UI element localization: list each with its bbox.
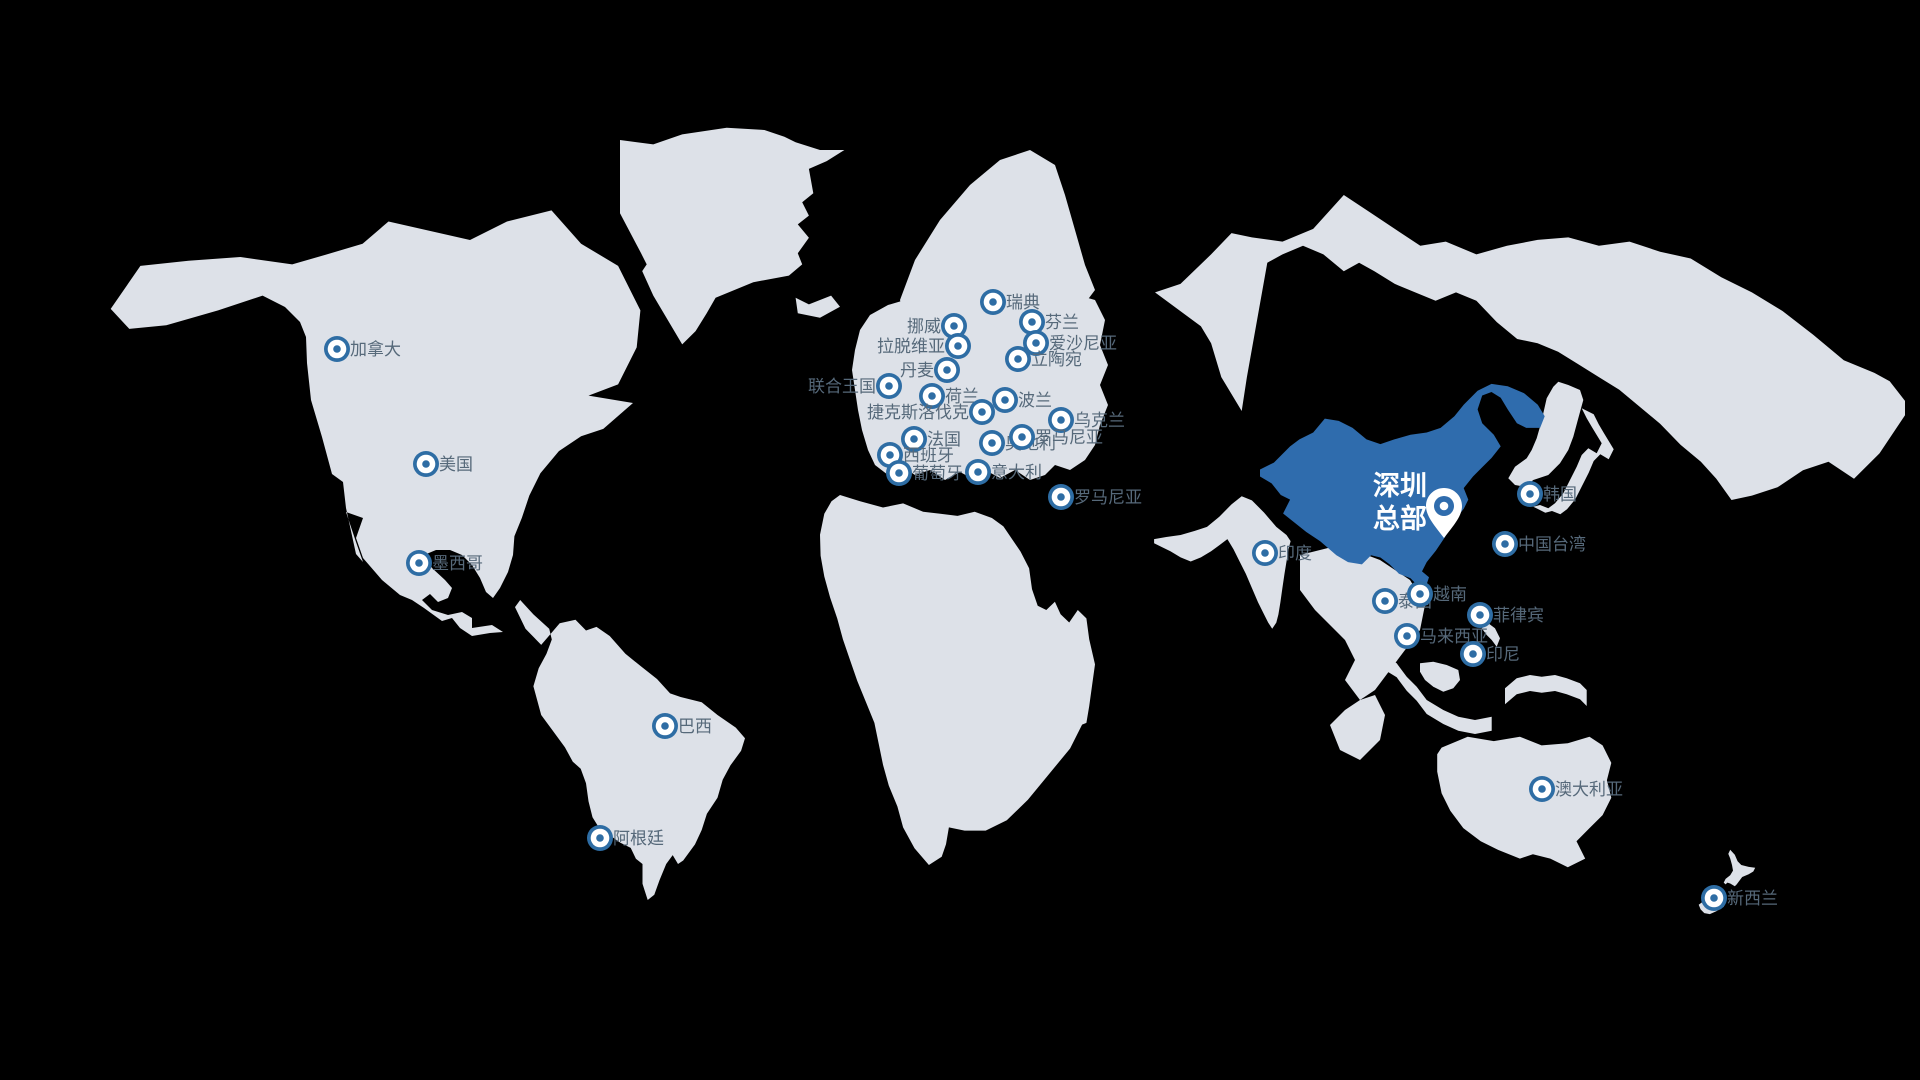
svg-text:巴西: 巴西 xyxy=(678,717,712,736)
svg-text:捷克斯洛伐克: 捷克斯洛伐克 xyxy=(867,403,969,422)
svg-text:印度: 印度 xyxy=(1278,544,1312,563)
svg-text:印尼: 印尼 xyxy=(1486,645,1520,664)
svg-text:意大利: 意大利 xyxy=(991,463,1042,482)
svg-text:韩国: 韩国 xyxy=(1543,485,1577,504)
svg-text:中国台湾: 中国台湾 xyxy=(1518,535,1586,554)
svg-text:罗马尼亚: 罗马尼亚 xyxy=(1074,488,1142,507)
svg-text:波兰: 波兰 xyxy=(1018,391,1052,410)
svg-text:挪威: 挪威 xyxy=(907,317,941,336)
svg-text:罗马尼亚: 罗马尼亚 xyxy=(1035,428,1103,447)
svg-text:联合王国: 联合王国 xyxy=(808,377,876,396)
svg-text:葡萄牙: 葡萄牙 xyxy=(912,464,963,483)
svg-text:菲律宾: 菲律宾 xyxy=(1493,606,1544,625)
svg-text:新西兰: 新西兰 xyxy=(1727,889,1778,908)
svg-text:加拿大: 加拿大 xyxy=(350,339,401,359)
svg-text:总部: 总部 xyxy=(1373,503,1427,534)
svg-text:深圳: 深圳 xyxy=(1373,471,1427,501)
svg-text:丹麦: 丹麦 xyxy=(900,361,934,380)
svg-text:阿根廷: 阿根廷 xyxy=(613,829,664,848)
svg-text:美国: 美国 xyxy=(439,455,473,474)
svg-text:墨西哥: 墨西哥 xyxy=(432,554,483,573)
svg-text:拉脱维亚: 拉脱维亚 xyxy=(877,337,945,356)
svg-text:越南: 越南 xyxy=(1433,585,1467,604)
svg-text:立陶宛: 立陶宛 xyxy=(1031,350,1082,369)
svg-text:澳大利亚: 澳大利亚 xyxy=(1555,780,1623,799)
svg-text:瑞典: 瑞典 xyxy=(1006,293,1040,312)
svg-text:西班牙: 西班牙 xyxy=(903,446,954,465)
svg-text:芬兰: 芬兰 xyxy=(1045,313,1079,332)
